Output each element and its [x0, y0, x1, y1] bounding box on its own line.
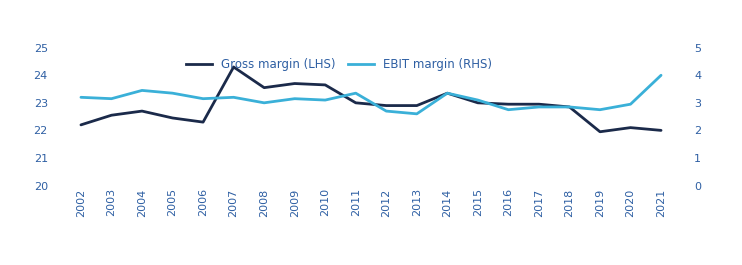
EBIT margin (RHS) [504, 108, 513, 111]
EBIT margin (RHS) [260, 101, 269, 104]
EBIT margin (RHS) [199, 97, 208, 100]
Gross margin (LHS) [229, 65, 238, 69]
Gross margin (LHS) [596, 130, 605, 133]
Line: EBIT margin (RHS): EBIT margin (RHS) [81, 75, 661, 114]
EBIT margin (RHS) [534, 105, 543, 109]
EBIT margin (RHS) [351, 92, 360, 95]
EBIT margin (RHS) [657, 74, 666, 77]
EBIT margin (RHS) [76, 96, 85, 99]
EBIT margin (RHS) [321, 99, 329, 102]
Gross margin (LHS) [76, 123, 85, 126]
EBIT margin (RHS) [443, 92, 452, 95]
Gross margin (LHS) [565, 105, 574, 109]
Gross margin (LHS) [290, 82, 299, 85]
EBIT margin (RHS) [596, 108, 605, 111]
Gross margin (LHS) [473, 101, 482, 104]
Gross margin (LHS) [199, 121, 208, 124]
Gross margin (LHS) [260, 86, 269, 89]
EBIT margin (RHS) [413, 112, 421, 116]
Gross margin (LHS) [534, 103, 543, 106]
Gross margin (LHS) [443, 92, 452, 95]
Gross margin (LHS) [657, 129, 666, 132]
Gross margin (LHS) [107, 114, 116, 117]
Gross margin (LHS) [351, 101, 360, 104]
Legend: Gross margin (LHS), EBIT margin (RHS): Gross margin (LHS), EBIT margin (RHS) [181, 54, 497, 76]
EBIT margin (RHS) [229, 96, 238, 99]
EBIT margin (RHS) [107, 97, 116, 100]
EBIT margin (RHS) [565, 105, 574, 109]
EBIT margin (RHS) [473, 99, 482, 102]
Gross margin (LHS) [168, 116, 177, 120]
Gross margin (LHS) [137, 109, 146, 113]
EBIT margin (RHS) [626, 103, 635, 106]
Gross margin (LHS) [626, 126, 635, 129]
Line: Gross margin (LHS): Gross margin (LHS) [81, 67, 661, 132]
Gross margin (LHS) [504, 103, 513, 106]
Gross margin (LHS) [321, 83, 329, 86]
EBIT margin (RHS) [382, 109, 391, 113]
EBIT margin (RHS) [168, 92, 177, 95]
EBIT margin (RHS) [137, 89, 146, 92]
Gross margin (LHS) [413, 104, 421, 107]
Gross margin (LHS) [382, 104, 391, 107]
EBIT margin (RHS) [290, 97, 299, 100]
